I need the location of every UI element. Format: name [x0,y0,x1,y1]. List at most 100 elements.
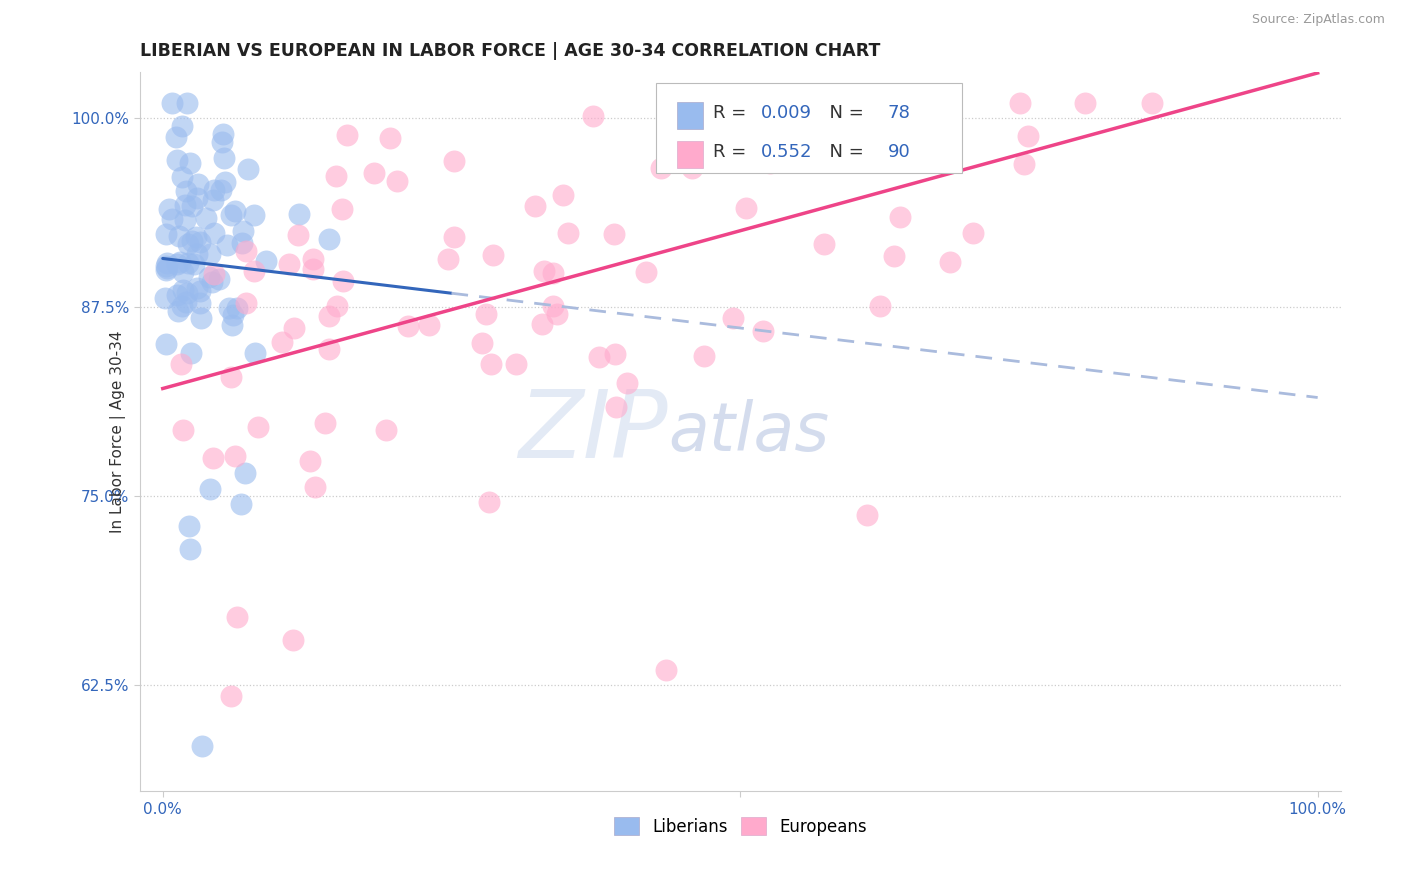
Point [443,229,465,244]
Point [172,120,194,134]
Point [219,208,242,222]
Point [314,417,336,431]
Point [156,255,179,269]
Point [693,349,716,363]
Point [962,226,984,240]
Point [1074,95,1097,110]
Point [190,311,212,326]
Point [541,299,564,313]
Point [332,274,354,288]
Point [174,295,197,310]
Point [232,224,254,238]
Point [723,310,745,325]
Point [436,252,458,267]
Point [302,252,325,266]
Point [889,211,911,225]
Point [939,254,962,268]
Point [211,136,233,150]
Point [546,307,568,321]
Point [181,234,204,248]
Point [557,226,579,240]
Point [298,453,321,467]
Point [170,169,193,184]
Point [155,227,177,242]
Point [243,263,266,277]
Point [184,229,207,244]
Point [869,299,891,313]
Point [177,237,200,252]
Point [832,95,855,110]
Point [336,128,359,142]
Point [235,296,257,310]
Point [169,229,191,244]
Point [759,156,782,170]
Text: 90: 90 [889,143,911,161]
Point [326,299,349,313]
Point [222,309,245,323]
Point [418,318,440,332]
Point [287,227,309,242]
Point [172,265,194,279]
Point [605,401,627,415]
Point [221,318,243,332]
Text: 0.009: 0.009 [761,104,811,122]
Point [209,183,232,197]
Point [188,235,211,249]
Point [177,256,200,270]
Point [1012,157,1035,171]
Point [683,95,706,110]
Point [202,267,225,281]
Point [190,739,212,753]
Point [233,467,256,481]
Point [883,249,905,263]
Point [603,227,626,241]
Point [734,124,756,138]
Point [186,281,208,295]
Point [318,231,340,245]
Point [475,307,498,321]
Text: R =: R = [713,104,752,122]
Point [225,301,247,315]
Point [681,161,703,175]
Point [231,236,253,251]
Point [155,263,177,277]
Point [385,173,408,187]
Point [278,257,301,271]
Point [330,202,353,216]
Y-axis label: In Labor Force | Age 30-34: In Labor Force | Age 30-34 [110,331,125,533]
Point [551,187,574,202]
Point [482,248,505,262]
Point [202,193,225,207]
Point [166,287,188,301]
Point [212,151,235,165]
Point [533,263,555,277]
Point [169,357,191,371]
Point [156,260,179,275]
Point [247,420,270,434]
Point [174,198,197,212]
Point [194,211,217,225]
Point [153,291,176,305]
Point [505,357,527,371]
Point [900,95,922,110]
Point [174,184,197,198]
Point [180,345,202,359]
Point [1008,95,1031,110]
FancyBboxPatch shape [657,83,963,173]
Point [853,95,876,110]
Point [155,259,177,273]
Point [1017,128,1039,143]
Point [318,309,340,323]
Point [375,423,398,437]
Point [380,131,402,145]
Point [318,342,340,356]
Point [179,156,201,170]
Point [198,270,221,285]
Text: atlas: atlas [668,399,830,465]
Point [217,238,239,252]
Point [172,299,194,313]
Point [187,178,209,192]
Point [443,154,465,169]
Point [471,335,494,350]
Point [363,166,385,180]
